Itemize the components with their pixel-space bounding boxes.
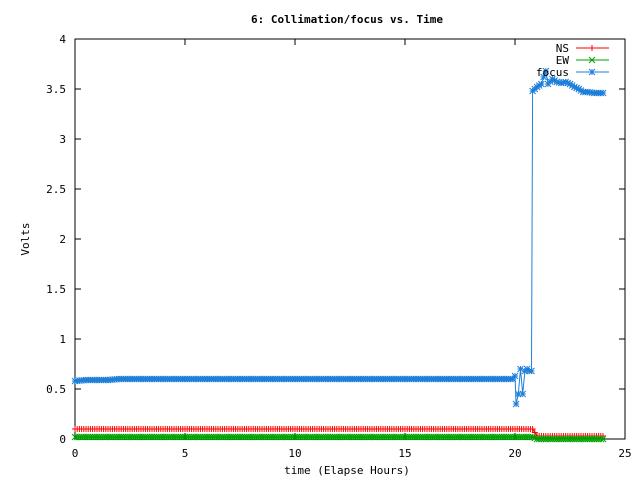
y-axis-ticks: 0 0.5 1 1.5 2 2.5 3 3.5 4 [46,33,625,446]
plot-area [71,67,607,443]
data-point [542,67,550,75]
data-point [528,367,535,375]
legend-label: EW [556,54,570,67]
x-tick-label: 0 [72,447,79,460]
y-tick-label: 4 [59,33,66,46]
legend-marker [588,68,596,76]
y-tick-label: 3.5 [46,83,66,96]
data-point [599,89,607,97]
series-line [74,69,603,405]
y-tick-label: 3 [59,133,66,146]
y-axis-label: Volts [19,222,32,255]
series-focus [71,67,607,408]
series-ew [71,433,607,443]
data-point [597,435,605,443]
y-tick-label: 0.5 [46,383,66,396]
data-point [519,390,527,398]
legend-label: focus [536,66,569,79]
data-point [512,400,520,408]
x-axis-ticks: 0 5 10 15 20 25 [72,39,632,460]
y-tick-label: 2.5 [46,183,66,196]
data-point [529,433,536,441]
x-tick-label: 10 [288,447,301,460]
data-point [529,426,536,432]
legend-marker [588,56,596,64]
x-tick-label: 5 [182,447,189,460]
chart-title: 6: Collimation/focus vs. Time [251,13,443,26]
x-tick-label: 25 [618,447,631,460]
legend-label: NS [556,42,569,55]
y-tick-label: 0 [59,433,66,446]
data-point [540,73,547,81]
data-point [538,80,545,88]
x-tick-label: 20 [508,447,521,460]
data-point [511,372,519,380]
y-tick-label: 1.5 [46,283,66,296]
y-tick-label: 2 [59,233,66,246]
x-axis-label: time (Elapse Hours) [284,464,410,477]
data-point [599,435,607,443]
legend-marker [589,45,595,51]
x-tick-label: 15 [398,447,411,460]
y-tick-label: 1 [59,333,66,346]
